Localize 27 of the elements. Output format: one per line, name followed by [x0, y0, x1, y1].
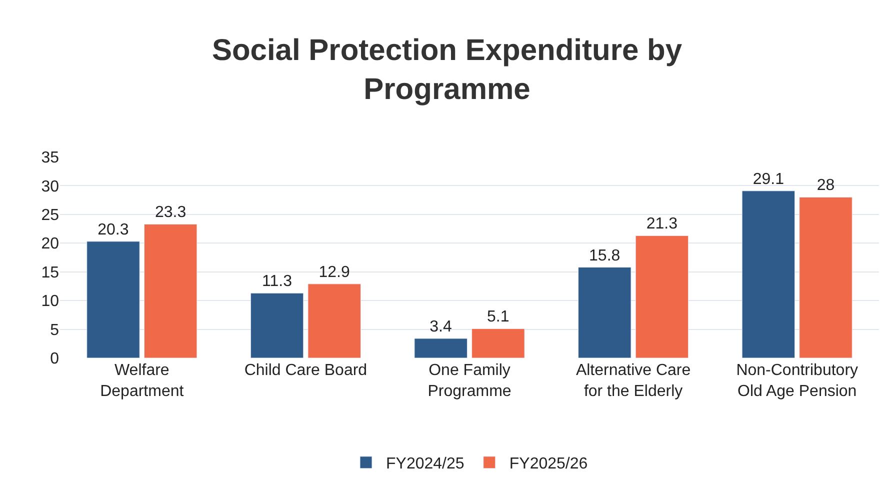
legend-label: FY2024/25 — [386, 456, 464, 473]
y-tick-label: 10 — [41, 293, 60, 310]
y-tick-label: 25 — [41, 207, 60, 224]
x-tick-label: Non-Contributory Old Age Pension — [736, 362, 858, 400]
data-label: 3.4 — [430, 318, 452, 336]
y-tick-label: 15 — [41, 264, 60, 282]
x-tick-label: One Family Programme — [428, 362, 512, 400]
data-label: 11.3 — [262, 273, 292, 290]
x-tick-label: Child Care Board — [244, 362, 368, 379]
data-label: 20.3 — [98, 221, 129, 238]
x-tick-label: Alternative Care for the Elderly — [576, 362, 691, 400]
y-tick-label: 20 — [41, 236, 60, 253]
y-tick-label: 30 — [41, 178, 60, 196]
data-label: 29.1 — [752, 170, 784, 188]
data-label: 5.1 — [486, 308, 510, 326]
bar — [414, 338, 468, 358]
x-tick-label: Welfare Department — [100, 362, 184, 400]
legend-label: FY2025/26 — [509, 456, 588, 473]
y-tick-label: 0 — [50, 350, 60, 368]
y-tick-label: 5 — [50, 322, 60, 339]
data-label: 21.3 — [646, 216, 678, 233]
data-label: 12.9 — [318, 264, 350, 281]
data-label: 28 — [816, 177, 835, 194]
data-label: 15.8 — [589, 247, 620, 264]
data-label: 23.3 — [154, 204, 186, 222]
y-tick-label: 35 — [41, 150, 60, 167]
chart-title: Social Protection Expenditure by Programme — [212, 34, 682, 106]
